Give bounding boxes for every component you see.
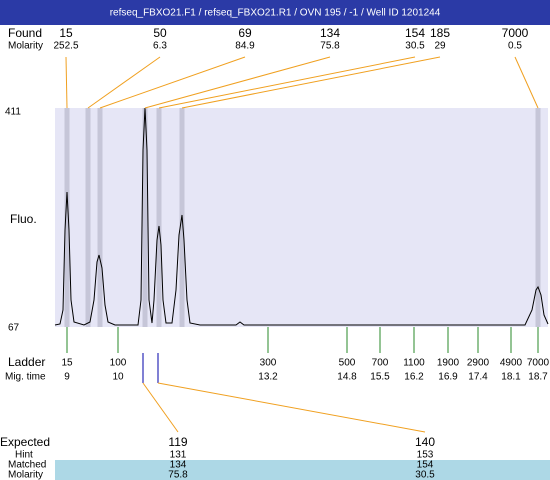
peak-band bbox=[156, 108, 162, 327]
found-size: 185 bbox=[430, 26, 450, 40]
hint: 153 bbox=[417, 450, 434, 461]
mig-time: 16.9 bbox=[438, 372, 458, 383]
ladder-size: 7000 bbox=[527, 358, 550, 369]
title-bar bbox=[0, 0, 550, 25]
trace bbox=[54, 107, 549, 326]
mig-time: 16.2 bbox=[404, 372, 424, 383]
peak-connector bbox=[181, 56, 441, 109]
ladder-size: 700 bbox=[372, 358, 389, 369]
peak-band bbox=[535, 108, 541, 327]
mig-time: 17.4 bbox=[468, 372, 488, 383]
y-label: Fluo. bbox=[10, 212, 37, 226]
y-bottom: 67 bbox=[8, 323, 20, 334]
ladder-size: 100 bbox=[110, 358, 127, 369]
ladder-size: 15 bbox=[61, 358, 73, 369]
found-label: Found bbox=[8, 26, 42, 40]
mig-time: 18.7 bbox=[528, 372, 548, 383]
ladder-size: 2900 bbox=[467, 358, 490, 369]
connector bbox=[142, 382, 179, 433]
matched-molarity: 75.8 bbox=[168, 470, 188, 480]
y-top: 411 bbox=[5, 107, 21, 118]
ladder-size: 500 bbox=[339, 358, 356, 369]
found-size: 15 bbox=[59, 26, 73, 40]
expected-size: 119 bbox=[168, 435, 187, 449]
mig-time: 18.1 bbox=[501, 372, 521, 383]
peak-connector bbox=[514, 56, 539, 109]
found-molarity: 75.8 bbox=[320, 41, 340, 52]
ladder-size: 300 bbox=[260, 358, 277, 369]
mig-time-label: Mig. time bbox=[5, 372, 46, 383]
mig-time: 9 bbox=[64, 372, 70, 383]
peak-connector bbox=[87, 56, 161, 109]
found-molarity: 0.5 bbox=[508, 41, 522, 52]
ladder-label: Ladder bbox=[8, 355, 45, 369]
ladder-size: 1100 bbox=[403, 358, 425, 369]
found-size: 69 bbox=[238, 26, 252, 40]
found-molarity: 30.5 bbox=[405, 41, 425, 52]
plot-area bbox=[55, 108, 548, 327]
peak-connector bbox=[65, 56, 68, 109]
mig-time: 13.2 bbox=[258, 372, 278, 383]
peak-connector bbox=[144, 56, 331, 109]
peak-band bbox=[64, 108, 70, 327]
peak-band bbox=[85, 108, 91, 327]
found-molarity: 252.5 bbox=[53, 41, 78, 52]
mig-time: 14.8 bbox=[337, 372, 357, 383]
mig-time: 10 bbox=[112, 372, 124, 383]
connector bbox=[157, 382, 426, 433]
found-size: 134 bbox=[320, 26, 340, 40]
hint-label: Hint bbox=[15, 450, 33, 461]
matched-label: Matched bbox=[8, 460, 46, 471]
found-molarity: 29 bbox=[434, 41, 446, 52]
found-molarity: 6.3 bbox=[153, 41, 167, 52]
found-size: 154 bbox=[405, 26, 425, 40]
found-size: 50 bbox=[153, 26, 167, 40]
peak-connector bbox=[99, 56, 246, 109]
matched-band bbox=[55, 460, 550, 480]
mig-time: 15.5 bbox=[370, 372, 390, 383]
hint: 131 bbox=[170, 450, 187, 461]
ladder-size: 1900 bbox=[437, 358, 460, 369]
molarity-label: Molarity bbox=[8, 470, 43, 480]
title: refseq_FBXO21.F1 / refseq_FBXO21.R1 / OV… bbox=[110, 8, 441, 19]
ladder-size: 4900 bbox=[500, 358, 523, 369]
matched: 154 bbox=[417, 460, 434, 471]
expected-size: 140 bbox=[415, 435, 435, 449]
expected-label: Expected bbox=[0, 435, 50, 449]
molarity-label: Molarity bbox=[8, 41, 43, 52]
found-molarity: 84.9 bbox=[235, 41, 255, 52]
peak-connector bbox=[158, 56, 416, 109]
peak-band bbox=[142, 108, 148, 327]
matched-molarity: 30.5 bbox=[415, 470, 435, 480]
found-size: 7000 bbox=[502, 26, 529, 40]
matched: 134 bbox=[170, 460, 187, 471]
peak-band bbox=[97, 108, 103, 327]
